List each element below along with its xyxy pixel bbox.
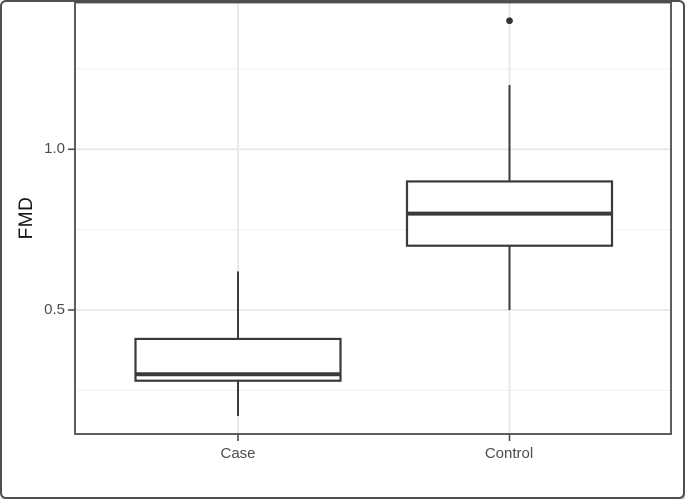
y-axis-title: FMD — [16, 196, 37, 240]
x-tick-label-control: Control — [484, 445, 534, 462]
y-tick-label-0.5: 0.5 — [44, 301, 65, 318]
y-tick-label-1.0: 1.0 — [44, 140, 65, 157]
panel-border — [74, 1, 672, 435]
box-control — [405, 180, 614, 247]
outlier-point-control — [506, 17, 513, 25]
box-case — [134, 337, 342, 382]
x-tick-label-case: Case — [220, 445, 256, 462]
